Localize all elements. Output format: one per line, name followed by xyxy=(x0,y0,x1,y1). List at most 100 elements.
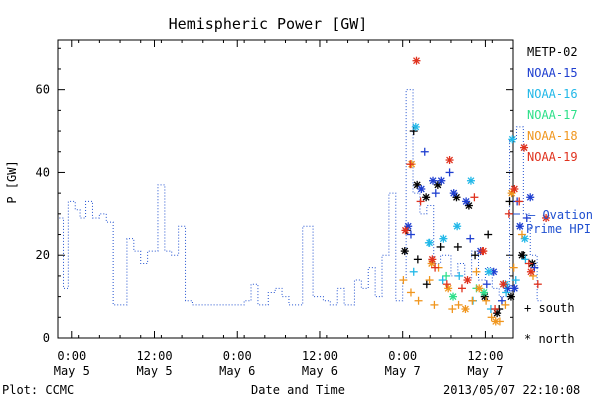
south-marker xyxy=(416,197,425,206)
marker-north-label: * north xyxy=(524,332,575,346)
south-marker xyxy=(524,259,533,268)
legend-item: NOAA-16 xyxy=(527,87,578,101)
north-marker xyxy=(400,247,409,256)
north-marker xyxy=(515,222,524,231)
north-marker xyxy=(499,280,508,289)
south-marker xyxy=(413,255,422,264)
north-marker xyxy=(461,305,470,314)
north-marker xyxy=(429,176,438,185)
south-marker xyxy=(448,305,457,314)
south-marker xyxy=(442,271,451,280)
x-tick-label-date: May 5 xyxy=(136,364,172,378)
x-tick-label-date: May 6 xyxy=(302,364,338,378)
south-marker xyxy=(455,271,464,280)
south-marker xyxy=(457,284,466,293)
ovation-step-line xyxy=(59,89,542,306)
y-tick-label: 40 xyxy=(36,165,50,179)
north-marker xyxy=(439,234,448,243)
x-tick-label-time: 0:00 xyxy=(223,349,252,363)
south-marker xyxy=(438,276,447,285)
plot-frame xyxy=(57,39,514,339)
south-marker xyxy=(406,230,415,239)
north-marker xyxy=(449,189,458,198)
legend: METP-02 NOAA-15 NOAA-16 NOAA-17 NOAA-18 NOAA-… xyxy=(527,45,578,164)
south-marker xyxy=(511,276,520,285)
north-marker xyxy=(444,284,453,293)
north-marker xyxy=(491,317,500,326)
legend-item: NOAA-17 xyxy=(527,108,578,122)
ovation-label-1: — Ovation xyxy=(528,208,593,222)
north-marker xyxy=(520,234,529,243)
south-marker xyxy=(491,305,500,314)
south-marker xyxy=(530,263,539,272)
south-marker xyxy=(522,213,531,222)
south-marker xyxy=(414,296,423,305)
north-marker xyxy=(437,176,446,185)
x-tick-label-date: May 5 xyxy=(54,364,90,378)
south-marker xyxy=(431,263,440,272)
north-marker xyxy=(479,247,488,256)
legend-item: NOAA-15 xyxy=(527,66,578,80)
south-marker xyxy=(497,296,506,305)
north-marker xyxy=(401,226,410,235)
north-marker xyxy=(411,122,420,131)
north-marker xyxy=(449,292,458,301)
south-marker xyxy=(454,300,463,309)
south-marker xyxy=(442,280,451,289)
north-marker xyxy=(422,193,431,202)
south-marker xyxy=(509,263,518,272)
chart-title: Hemispheric Power [GW] xyxy=(169,15,368,33)
north-marker xyxy=(412,56,421,65)
south-marker xyxy=(502,288,511,297)
south-marker xyxy=(422,280,431,289)
north-marker xyxy=(506,292,515,301)
x-tick-label-time: 12:00 xyxy=(467,349,503,363)
north-marker xyxy=(466,176,475,185)
south-marker xyxy=(472,267,481,276)
north-marker xyxy=(462,197,471,206)
north-marker xyxy=(464,201,473,210)
south-marker xyxy=(487,313,496,322)
north-marker xyxy=(493,309,502,318)
north-marker xyxy=(510,284,519,293)
north-marker xyxy=(404,222,413,231)
footer-left: Plot: CCMC xyxy=(2,383,74,397)
north-marker xyxy=(425,238,434,247)
y-axis-ticks: 0 20 40 60 xyxy=(36,47,513,345)
north-marker xyxy=(453,222,462,231)
north-marker xyxy=(417,185,426,193)
x-tick-label-date: May 7 xyxy=(467,364,503,378)
north-marker xyxy=(445,156,454,165)
south-marker xyxy=(505,197,514,206)
x-axis-label: Date and Time xyxy=(251,383,345,397)
south-marker xyxy=(482,280,491,289)
north-marker xyxy=(520,143,529,152)
north-marker xyxy=(484,267,493,276)
south-marker xyxy=(533,280,542,289)
legend-item: NOAA-19 xyxy=(527,150,578,164)
north-marker xyxy=(452,193,461,202)
south-marker xyxy=(466,234,475,243)
x-tick-label-date: May 6 xyxy=(219,364,255,378)
legend-item: NOAA-18 xyxy=(527,129,578,143)
south-marker xyxy=(445,168,454,177)
y-tick-label: 60 xyxy=(36,83,50,97)
south-marker xyxy=(517,230,526,239)
south-marker xyxy=(501,300,510,309)
south-marker xyxy=(425,276,434,285)
north-marker xyxy=(475,284,484,293)
y-tick-label: 0 xyxy=(43,331,50,345)
y-axis-label: P [GW] xyxy=(5,160,19,203)
ovation-series xyxy=(59,89,542,306)
south-marker xyxy=(406,160,415,169)
south-marker xyxy=(468,296,477,305)
south-marker xyxy=(521,255,530,264)
south-marker xyxy=(399,276,408,285)
x-tick-label-date: May 7 xyxy=(385,364,421,378)
south-marker xyxy=(406,288,415,297)
north-marker xyxy=(508,135,517,144)
footer-right: 2013/05/07 22:10:08 xyxy=(443,383,580,397)
north-marker xyxy=(507,189,516,198)
